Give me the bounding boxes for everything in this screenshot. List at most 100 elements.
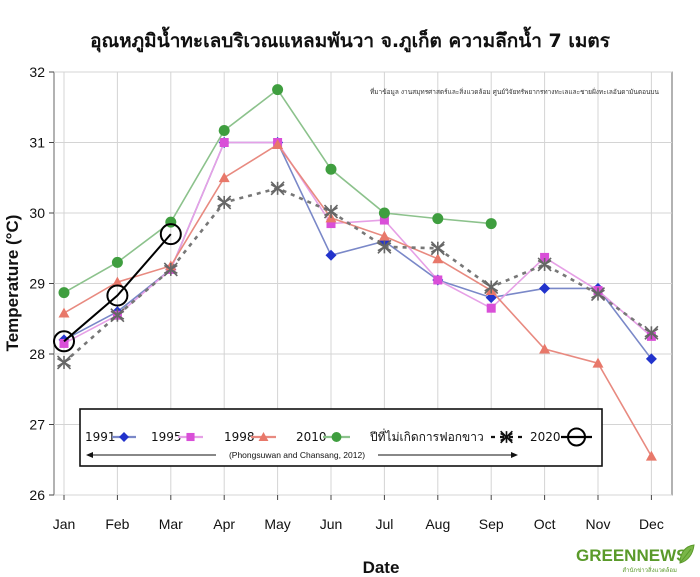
point-marker [272,84,284,96]
legend-entry: 2020 [530,427,592,447]
legend-label: 1991 [85,430,116,444]
series-6 [53,223,182,353]
point-marker [537,257,552,272]
series-5 [56,181,659,370]
point-marker [111,256,123,268]
legend-label: 2010 [296,430,327,444]
point-marker [106,284,129,307]
y-tick-label: 29 [29,276,45,292]
point-marker [540,252,550,262]
x-axis-label: Date [363,558,400,577]
point-marker [486,303,496,313]
x-tick-label: Sep [479,516,504,532]
point-marker [645,353,657,365]
point-marker [644,325,659,340]
point-marker [433,275,443,285]
point-marker [539,282,551,294]
x-tick-label: Jun [320,516,343,532]
legend-label: 2020 [530,430,561,444]
legend-entry: 1991 [85,430,136,444]
source-note: ที่มาข้อมูล งานสมุทรศาสตร์และสิ่งแวดล้อม… [370,87,660,96]
point-marker [590,287,606,302]
point-marker [111,276,123,287]
point-marker [270,181,285,196]
legend-citation: (Phongsuwan and Chansang, 2012) [229,450,365,460]
point-marker [326,219,336,229]
point-marker [159,223,182,246]
point-marker [53,330,75,353]
point-marker [56,355,72,370]
legend-label: 1998 [224,430,255,444]
point-marker [645,450,657,461]
series-line [63,233,172,343]
x-tick-label: Jan [53,516,76,532]
point-marker [323,204,339,219]
chart-title: อุณหภูมิน้ำทะเลบริเวณแหลมพันวา จ.ภูเก็ต … [90,26,611,53]
point-marker [379,215,389,225]
x-tick-label: Aug [425,516,450,532]
legend-entry: 2010 [296,430,350,444]
citation-bg [216,448,378,461]
series-line [63,143,653,457]
point-marker [484,279,499,295]
legend-label: 1995 [151,430,182,444]
point-marker [378,207,390,219]
point-marker [592,357,604,368]
point-marker [432,213,444,225]
x-tick-label: May [264,516,290,532]
greennews-logo: GREENNEWS สำนักข่าวสิ่งแวดล้อม [576,544,695,574]
point-marker [378,230,390,241]
point-marker [377,239,392,254]
x-tick-labels: Jan Feb Mar Apr May Jun Jul Aug Sep Oct Nov Dec [53,516,664,532]
point-marker [325,163,337,175]
legend-label: ปีที่ไม่เกิดการฟอกขาว [369,428,483,444]
citation-arrow-right [511,452,518,458]
point-marker [163,262,178,277]
x-tick-label: Jul [375,516,393,532]
legend-entry: 1998 [224,430,276,444]
point-marker [567,427,586,447]
x-tick-label: Dec [639,516,664,532]
point-marker [218,125,230,137]
greennews-logo-text: GREENNEWS [576,546,687,565]
point-marker [500,430,513,444]
y-tick-label: 30 [29,205,45,221]
greennews-logo-subtitle: สำนักข่าวสิ่งแวดล้อม [622,566,677,574]
legend: 1991 1995 1998 2010 ปีที่ไม่เกิดการฟอกขาว 202… [79,408,603,467]
series-line [63,186,653,364]
point-marker [186,432,195,442]
point-marker [58,287,70,299]
citation-arrow-left [86,452,93,458]
point-marker [110,308,125,323]
point-marker [59,338,69,348]
series-4 [58,84,497,299]
point-marker [217,195,232,210]
point-marker [331,432,342,442]
point-marker [119,432,129,442]
series-layer [53,84,659,461]
legend-entry: ปีที่ไม่เกิดการฟอกขาว [369,428,522,444]
leaf-icon [679,544,695,564]
x-tick-label: Oct [534,516,556,532]
point-marker [258,432,269,441]
point-marker [430,241,445,256]
point-marker [325,249,337,261]
point-marker [432,253,444,264]
y-tick-label: 26 [29,487,45,503]
point-marker [218,172,230,183]
y-tick-label: 32 [29,64,45,80]
y-tick-label: 31 [29,135,45,151]
point-marker [485,218,497,230]
y-tick-label: 28 [29,346,45,362]
x-tick-label: Feb [105,516,129,532]
legend-entry: 1995 [151,430,203,444]
point-marker [539,343,551,354]
point-marker [272,139,284,150]
point-marker [219,138,229,147]
y-axis-label: Temperature (°C) [3,215,22,352]
x-tick-label: Nov [586,516,611,532]
y-tick-labels: 26 27 28 29 30 31 32 [29,64,45,503]
x-tick-label: Apr [213,516,235,532]
point-marker [58,307,70,318]
